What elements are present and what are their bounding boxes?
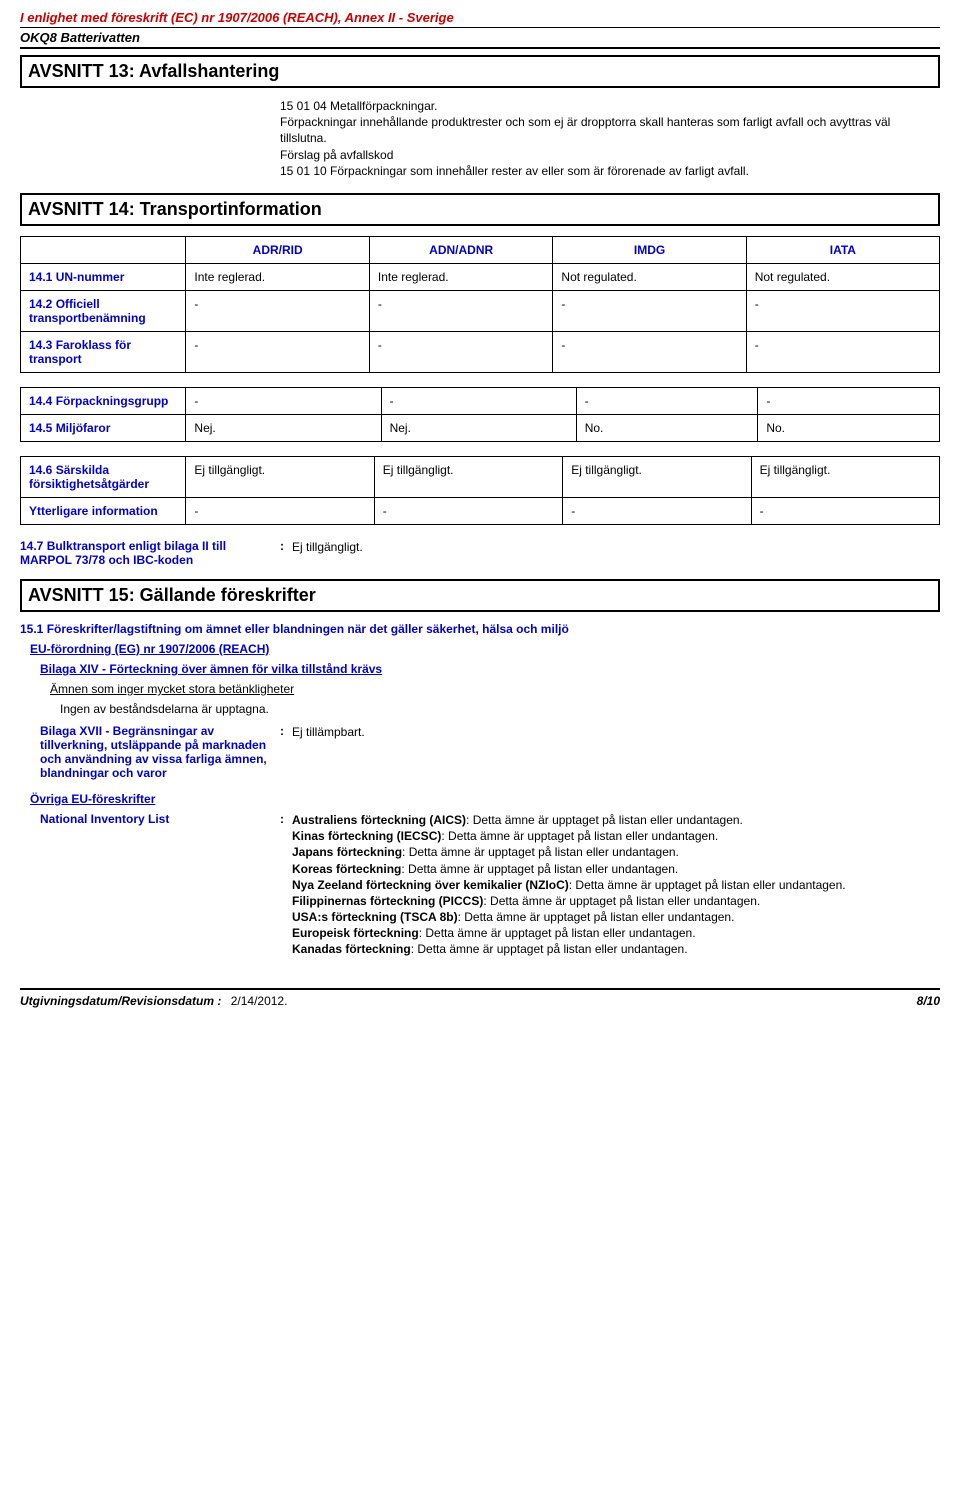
- transport-header: ADR/RID: [186, 236, 370, 263]
- national-inventory-row: National Inventory List : Australiens fö…: [40, 812, 940, 958]
- concern-heading: Ämnen som inger mycket stora betänklighe…: [50, 682, 940, 696]
- transport-cell: Ej tillgängligt.: [374, 456, 562, 497]
- footer-label: Utgivningsdatum/Revisionsdatum: [20, 994, 214, 1008]
- colon: :: [280, 812, 292, 826]
- transport-cell: -: [576, 387, 758, 414]
- annex17-row: Bilaga XVII - Begränsningar av tillverkn…: [40, 724, 940, 780]
- eu-reg-heading: EU-förordning (EG) nr 1907/2006 (REACH): [30, 642, 940, 656]
- none-listed: Ingen av beståndsdelarna är upptagna.: [60, 702, 940, 716]
- transport-row-label: 14.2 Officiell transportbenämning: [21, 290, 186, 331]
- inventory-line: Kinas förteckning (IECSC): Detta ämne är…: [292, 828, 940, 844]
- inventory-line: Nya Zeeland förteckning över kemikalier …: [292, 877, 940, 893]
- national-value: Australiens förteckning (AICS): Detta äm…: [292, 812, 940, 958]
- transport-row-label: 14.6 Särskilda försiktighetsåtgärder: [21, 456, 186, 497]
- page-footer: Utgivningsdatum/Revisionsdatum : 2/14/20…: [20, 988, 940, 1008]
- transport-header: ADN/ADNR: [369, 236, 553, 263]
- transport-cell: Nej.: [381, 414, 576, 441]
- transport-table-1: ADR/RIDADN/ADNRIMDGIATA14.1 UN-nummerInt…: [20, 236, 940, 373]
- section-15-box: AVSNITT 15: Gällande föreskrifter: [20, 579, 940, 612]
- transport-cell: -: [746, 290, 939, 331]
- footer-colon: :: [217, 994, 224, 1008]
- transport-header: IMDG: [553, 236, 746, 263]
- inventory-line: Koreas förteckning: Detta ämne är upptag…: [292, 861, 940, 877]
- transport-cell: Not regulated.: [553, 263, 746, 290]
- transport-table-2: 14.4 Förpackningsgrupp----14.5 Miljöfaro…: [20, 387, 940, 442]
- inventory-line: USA:s förteckning (TSCA 8b): Detta ämne …: [292, 909, 940, 925]
- transport-row-label: 14.3 Faroklass för transport: [21, 331, 186, 372]
- transport-row-label: 14.5 Miljöfaror: [21, 414, 186, 441]
- section-14-title: AVSNITT 14: Transportinformation: [28, 199, 322, 219]
- regulation-header: I enlighet med föreskrift (EC) nr 1907/2…: [20, 10, 940, 28]
- transport-cell: -: [758, 387, 940, 414]
- footer-date: 2/14/2012.: [231, 994, 288, 1008]
- transport-cell: Ej tillgängligt.: [563, 456, 751, 497]
- bulk-transport-row: 14.7 Bulktransport enligt bilaga II till…: [20, 539, 940, 567]
- footer-left: Utgivningsdatum/Revisionsdatum : 2/14/20…: [20, 994, 287, 1008]
- bulk-label: 14.7 Bulktransport enligt bilaga II till…: [20, 539, 280, 567]
- transport-cell: -: [369, 331, 553, 372]
- annex14-heading: Bilaga XIV - Förteckning över ämnen för …: [40, 662, 940, 676]
- section-13-body: 15 01 04 Metallförpackningar.Förpackning…: [280, 98, 940, 179]
- transport-cell: -: [381, 387, 576, 414]
- footer-page: 8/10: [917, 994, 940, 1008]
- transport-cell: -: [751, 497, 939, 524]
- transport-cell: Ej tillgängligt.: [751, 456, 939, 497]
- product-name: OKQ8 Batterivatten: [20, 28, 940, 49]
- transport-cell: -: [746, 331, 939, 372]
- section-13-title: AVSNITT 13: Avfallshantering: [28, 61, 279, 81]
- annex17-value: Ej tillämpbart.: [292, 724, 940, 780]
- bulk-value: Ej tillgängligt.: [292, 539, 940, 567]
- transport-cell: -: [369, 290, 553, 331]
- sub-15-1: 15.1 Föreskrifter/lagstiftning om ämnet …: [20, 622, 940, 636]
- section-15-title: AVSNITT 15: Gällande föreskrifter: [28, 585, 316, 605]
- transport-cell: -: [186, 497, 374, 524]
- transport-row-label: 14.1 UN-nummer: [21, 263, 186, 290]
- transport-row-label: 14.4 Förpackningsgrupp: [21, 387, 186, 414]
- inventory-line: Filippinernas förteckning (PICCS): Detta…: [292, 893, 940, 909]
- colon: :: [280, 539, 292, 567]
- other-eu-heading: Övriga EU-föreskrifter: [30, 792, 940, 806]
- transport-cell: -: [563, 497, 751, 524]
- transport-cell: No.: [576, 414, 758, 441]
- transport-table-3: 14.6 Särskilda försiktighetsåtgärderEj t…: [20, 456, 940, 525]
- annex17-label: Bilaga XVII - Begränsningar av tillverkn…: [40, 724, 280, 780]
- national-label: National Inventory List: [40, 812, 280, 826]
- colon: :: [280, 724, 292, 780]
- transport-cell: -: [553, 331, 746, 372]
- transport-cell: -: [186, 387, 381, 414]
- transport-cell: -: [186, 290, 370, 331]
- inventory-line: Europeisk förteckning: Detta ämne är upp…: [292, 925, 940, 941]
- transport-cell: -: [186, 331, 370, 372]
- inventory-line: Australiens förteckning (AICS): Detta äm…: [292, 812, 940, 828]
- transport-cell: No.: [758, 414, 940, 441]
- inventory-line: Japans förteckning: Detta ämne är upptag…: [292, 844, 940, 860]
- transport-row-label: Ytterligare information: [21, 497, 186, 524]
- transport-header: IATA: [746, 236, 939, 263]
- section-13-box: AVSNITT 13: Avfallshantering: [20, 55, 940, 88]
- transport-cell: -: [553, 290, 746, 331]
- transport-cell: Ej tillgängligt.: [186, 456, 374, 497]
- section-14-box: AVSNITT 14: Transportinformation: [20, 193, 940, 226]
- transport-cell: Not regulated.: [746, 263, 939, 290]
- transport-cell: Inte reglerad.: [186, 263, 370, 290]
- transport-cell: Nej.: [186, 414, 381, 441]
- inventory-line: Kanadas förteckning: Detta ämne är uppta…: [292, 941, 940, 957]
- transport-cell: Inte reglerad.: [369, 263, 553, 290]
- transport-cell: -: [374, 497, 562, 524]
